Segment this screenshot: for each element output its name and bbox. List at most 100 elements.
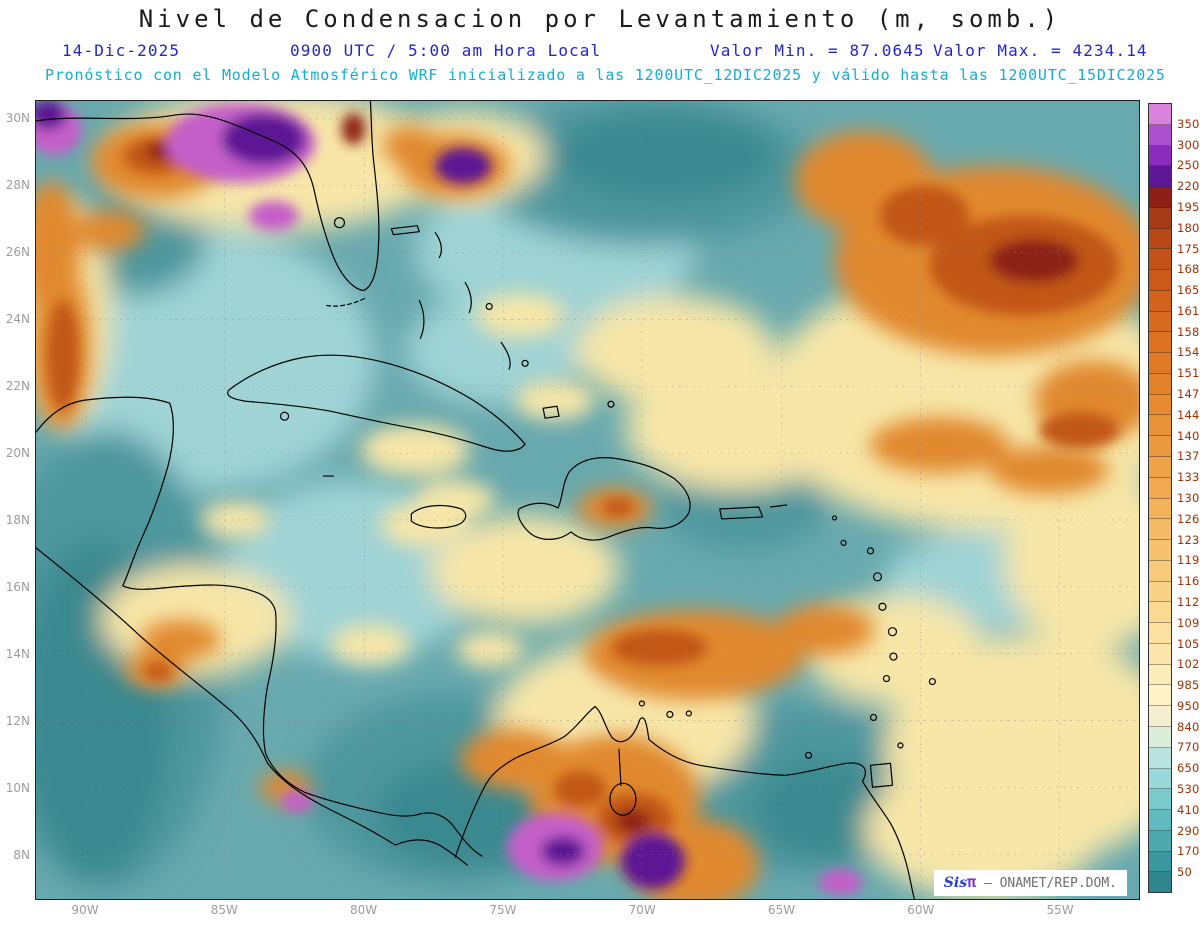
colorbar-label: 3500: [1177, 116, 1200, 131]
colorbar-segment: [1149, 872, 1171, 893]
colorbar-label: 1265: [1177, 511, 1200, 526]
colorbar-segment: [1149, 643, 1171, 665]
colorbar-label: 1300: [1177, 491, 1200, 505]
colorbar-label: 650: [1177, 761, 1200, 776]
graticule: [36, 101, 1139, 899]
colorbar-label: 2500: [1177, 158, 1200, 173]
colorbar-segment: [1149, 581, 1171, 603]
colorbar-label: 530: [1177, 782, 1200, 797]
colorbar-segment: [1149, 540, 1171, 561]
colorbar-label: 3000: [1177, 137, 1200, 152]
colorbar-segment: [1149, 436, 1171, 458]
lon-label: 70W: [628, 903, 656, 917]
colorbar-segment: [1149, 373, 1171, 395]
colorbar-label: 410: [1177, 802, 1200, 817]
value-min: Valor Min. = 87.0645: [710, 41, 925, 60]
colorbar-label: 2200: [1177, 179, 1200, 194]
lon-label: 60W: [907, 903, 935, 917]
colorbar-label: 1055: [1177, 636, 1200, 651]
colorbar-label: 1615: [1177, 303, 1200, 318]
colorbar-label: 1195: [1177, 553, 1200, 568]
lon-label: 85W: [210, 903, 238, 917]
value-max: Valor Max. = 4234.14: [933, 41, 1148, 60]
map-frame: Sisπ — ONAMET/REP.DOM.: [35, 100, 1140, 900]
colorbar-label: 290: [1177, 823, 1200, 838]
lat-label: 16N: [5, 580, 30, 594]
colorbar-segment: [1149, 290, 1171, 312]
colorbar-label: 840: [1177, 719, 1200, 734]
coastlines: [36, 101, 936, 899]
colorbar-segment: [1149, 747, 1171, 769]
lat-label: 26N: [5, 245, 30, 259]
colorbar-label: 1335: [1177, 470, 1200, 485]
colorbar-segment: [1149, 228, 1171, 250]
page-title: Nivel de Condensacion por Levantamiento …: [138, 5, 1062, 33]
pi-symbol: π: [967, 873, 977, 891]
lat-label: 24N: [5, 312, 30, 326]
colorbar-segment: [1149, 560, 1171, 582]
contour-shading-cores: [36, 101, 1120, 896]
colorbar-label: 950: [1177, 698, 1200, 713]
colorbar-label: 1685: [1177, 262, 1200, 277]
colorbar-segment: [1149, 810, 1171, 831]
lon-label: 90W: [71, 903, 99, 917]
lon-label: 65W: [767, 903, 796, 917]
colorbar-segment: [1149, 685, 1171, 707]
colorbar-segment: [1149, 789, 1171, 811]
colorbar-label: 1020: [1177, 657, 1200, 672]
colorbar-label: 1370: [1177, 449, 1200, 464]
colorbar-segment: [1149, 332, 1171, 354]
colorbar-segment: [1149, 498, 1171, 520]
sispi-brand: Sis: [943, 875, 968, 891]
colorbar-segment: [1149, 166, 1171, 188]
colorbar-segment: [1149, 394, 1171, 416]
map-image: [36, 101, 1139, 899]
colorbar-label: 1800: [1177, 220, 1200, 235]
colorbar-segment: [1149, 353, 1171, 374]
lat-label: 20N: [5, 446, 30, 460]
lat-label: 30N: [5, 111, 30, 125]
colorbar-segment: [1149, 602, 1171, 624]
colorbar-segment: [1149, 623, 1171, 644]
colorbar-segment: [1149, 187, 1171, 208]
colorbar-label: 1950: [1177, 199, 1200, 214]
colorbar-segment: [1149, 830, 1171, 852]
lat-label: 14N: [5, 647, 30, 661]
colorbar-label: 1580: [1177, 324, 1200, 339]
colorbar-label: 770: [1177, 740, 1200, 755]
colorbar-label: 1545: [1177, 345, 1200, 360]
colorbar-segment: [1149, 664, 1171, 686]
colorbar-segment: [1149, 706, 1171, 727]
colorbar-segment: [1149, 145, 1171, 167]
colorbar-segment: [1149, 477, 1171, 499]
colorbar-label: 1090: [1177, 615, 1200, 630]
watermark: Sisπ — ONAMET/REP.DOM.: [933, 870, 1127, 896]
colorbar-label: 170: [1177, 844, 1200, 859]
forecast-time: 0900 UTC / 5:00 am Hora Local: [290, 41, 602, 60]
colorbar: [1148, 103, 1172, 893]
colorbar-segment: [1149, 457, 1171, 478]
colorbar-segment: [1149, 104, 1171, 125]
lat-label: 28N: [5, 178, 30, 192]
colorbar-segment: [1149, 311, 1171, 333]
colorbar-segment: [1149, 768, 1171, 790]
colorbar-label: 1510: [1177, 366, 1200, 381]
colorbar-segment: [1149, 124, 1171, 146]
lon-label: 75W: [489, 903, 517, 917]
lat-label: 18N: [5, 513, 30, 527]
colorbar-segment: [1149, 415, 1171, 437]
colorbar-label: 1125: [1177, 594, 1200, 609]
colorbar-segment: [1149, 270, 1171, 291]
lat-label: 10N: [5, 781, 30, 795]
lat-label: 22N: [5, 379, 30, 393]
colorbar-label: 1230: [1177, 532, 1200, 547]
colorbar-label: 1405: [1177, 428, 1200, 443]
colorbar-label: 50: [1177, 865, 1193, 880]
colorbar-label: 1750: [1177, 241, 1200, 256]
colorbar-segment: [1149, 726, 1171, 748]
colorbar-label: 1650: [1177, 283, 1200, 298]
lon-label: 80W: [350, 903, 378, 917]
colorbar-segment: [1149, 851, 1171, 873]
lon-label: 55W: [1046, 903, 1074, 917]
